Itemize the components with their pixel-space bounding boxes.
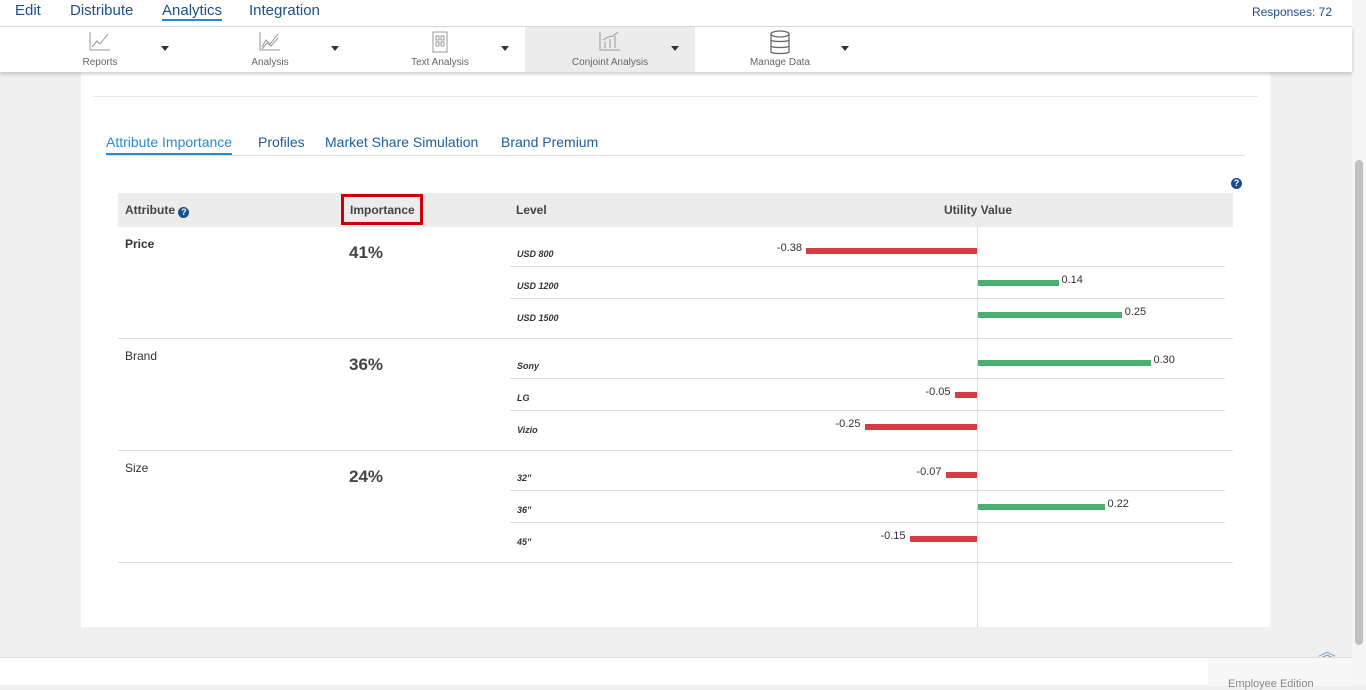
utility-value: -0.05 (925, 386, 951, 398)
header-utility-value: Utility Value (944, 203, 1013, 217)
level-row: USD 800 -0.38 (510, 235, 1225, 267)
level-name: 45" (517, 537, 532, 547)
utility-bar (945, 472, 977, 478)
level-row: 32" -0.07 (510, 459, 1225, 491)
conjoint-panel: Attribute Importance Profiles Market Sha… (81, 72, 1270, 627)
level-name: LG (517, 393, 530, 403)
level-name: 36" (517, 505, 532, 515)
tool-label: Manage Data (749, 57, 811, 68)
utility-bar (978, 280, 1059, 286)
text-document-icon (432, 31, 448, 53)
utility-bar (806, 248, 977, 254)
attribute-name: Brand (125, 349, 158, 363)
utility-bar (978, 360, 1151, 366)
tab-brand-premium[interactable]: Brand Premium (501, 134, 599, 150)
help-icon[interactable]: ? (1231, 178, 1242, 189)
level-row: LG -0.05 (510, 379, 1225, 411)
level-name: USD 1500 (517, 313, 559, 323)
chevron-down-icon[interactable] (161, 46, 169, 51)
nav-edit[interactable]: Edit (15, 2, 41, 19)
utility-bar (909, 536, 977, 542)
nav-integration[interactable]: Integration (249, 2, 320, 19)
level-row: Vizio -0.25 (510, 411, 1225, 443)
utility-value: -0.07 (916, 466, 942, 478)
conjoint-chart-icon (599, 31, 620, 51)
analysis-tabs: Attribute Importance Profiles Market Sha… (106, 134, 1245, 156)
level-name: USD 800 (517, 249, 554, 259)
help-icon[interactable]: ? (178, 207, 190, 218)
level-row: 36" 0.22 (510, 491, 1225, 523)
footer: Employee Edition (0, 657, 1352, 690)
importance-value: 36% (349, 355, 384, 374)
tool-label: Reports (82, 57, 118, 68)
header-label: Attribute (125, 203, 175, 217)
importance-value: 24% (349, 467, 384, 486)
utility-bar (978, 504, 1105, 510)
tool-text-analysis[interactable]: Text Analysis (355, 27, 525, 72)
tool-label: Analysis (251, 57, 289, 68)
utility-bar (864, 424, 977, 430)
top-nav: Edit Distribute Analytics Integration Re… (0, 0, 1352, 27)
header-importance-highlighted[interactable]: Importance (341, 194, 423, 225)
utility-value: 0.14 (1061, 274, 1083, 286)
level-row: USD 1500 0.25 (510, 299, 1225, 331)
utility-bar (978, 312, 1122, 318)
level-name: 32" (517, 473, 532, 483)
nav-distribute[interactable]: Distribute (70, 2, 134, 19)
utility-value: 0.22 (1107, 498, 1129, 510)
chevron-down-icon[interactable] (671, 46, 679, 51)
zero-axis (977, 227, 978, 627)
level-name: Vizio (517, 425, 538, 435)
tool-manage-data[interactable]: Manage Data (695, 27, 865, 72)
level-row: 45" -0.15 (510, 523, 1225, 555)
tab-profiles[interactable]: Profiles (258, 134, 305, 150)
scrollbar[interactable] (1352, 0, 1366, 685)
line-chart-icon (89, 32, 110, 51)
header-label: Importance (350, 203, 415, 217)
utility-value: 0.25 (1124, 306, 1147, 318)
tool-reports[interactable]: Reports (15, 27, 185, 72)
table-header: Attribute ? Importance Level Utility Val… (118, 193, 1233, 227)
attribute-name: Size (125, 461, 149, 475)
utility-bar (954, 392, 977, 398)
utility-value: -0.15 (880, 530, 906, 542)
toolbar: Reports Analysis Text Analysis Conjoint … (0, 27, 1352, 72)
tab-market-share-simulation[interactable]: Market Share Simulation (325, 134, 479, 150)
tool-conjoint-analysis[interactable]: Conjoint Analysis (525, 27, 695, 72)
utility-value: 0.30 (1153, 354, 1175, 366)
area-chart-icon (259, 32, 280, 51)
attribute-row: Size 24% 32" -0.07 36" 0.22 45" -0.15 (118, 451, 1233, 563)
divider (93, 96, 1258, 97)
nav-analytics[interactable]: Analytics (162, 2, 223, 21)
attribute-row: Brand 36% Sony 0.30 LG -0.05 Vizio -0.25 (118, 339, 1233, 451)
level-row: USD 1200 0.14 (510, 267, 1225, 299)
level-name: Sony (517, 361, 540, 371)
edition-label: Employee Edition (1208, 658, 1352, 690)
utility-value: -0.38 (776, 242, 802, 254)
chevron-down-icon[interactable] (841, 46, 849, 51)
chevron-down-icon[interactable] (331, 46, 339, 51)
level-row: Sony 0.30 (510, 347, 1225, 379)
chevron-down-icon[interactable] (501, 46, 509, 51)
database-icon (770, 30, 790, 55)
header-attribute: Attribute ? (125, 203, 190, 218)
attribute-name: Price (125, 237, 155, 251)
responses-count: Responses: 72 (1251, 5, 1332, 19)
tool-analysis[interactable]: Analysis (185, 27, 355, 72)
utility-value: -0.25 (835, 418, 861, 430)
tab-attribute-importance[interactable]: Attribute Importance (106, 134, 233, 155)
level-name: USD 1200 (517, 281, 559, 291)
tool-label: Conjoint Analysis (571, 57, 649, 68)
tool-label: Text Analysis (411, 57, 469, 68)
attribute-row: Price 41% USD 800 -0.38 USD 1200 0.14 US… (118, 227, 1233, 339)
scrollbar-thumb[interactable] (1355, 160, 1363, 645)
importance-value: 41% (349, 243, 384, 262)
header-level: Level (516, 203, 547, 217)
